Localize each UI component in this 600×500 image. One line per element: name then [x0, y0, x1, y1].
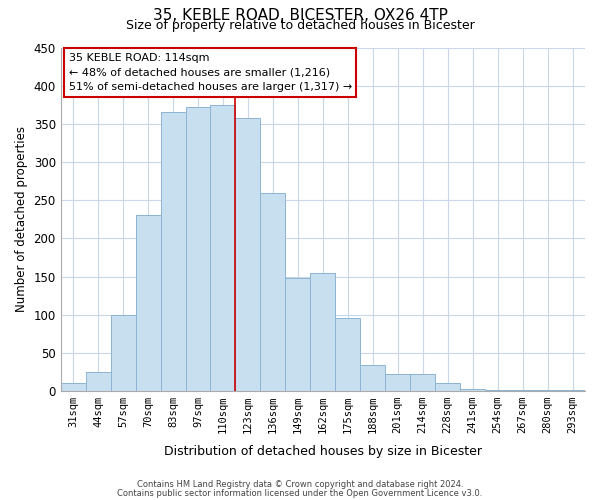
Bar: [161, 112, 185, 391]
Text: 35 KEBLE ROAD: 114sqm
← 48% of detached houses are smaller (1,216)
51% of semi-d: 35 KEBLE ROAD: 114sqm ← 48% of detached …: [68, 52, 352, 92]
Bar: [110, 314, 136, 391]
Bar: [485, 390, 510, 391]
Bar: [185, 107, 211, 391]
Text: 35, KEBLE ROAD, BICESTER, OX26 4TP: 35, KEBLE ROAD, BICESTER, OX26 4TP: [152, 8, 448, 22]
Text: Size of property relative to detached houses in Bicester: Size of property relative to detached ho…: [125, 18, 475, 32]
Bar: [560, 390, 585, 391]
Bar: [335, 318, 360, 391]
Bar: [385, 374, 410, 391]
Text: Contains public sector information licensed under the Open Government Licence v3: Contains public sector information licen…: [118, 488, 482, 498]
Bar: [286, 278, 310, 391]
Bar: [86, 372, 110, 391]
Y-axis label: Number of detached properties: Number of detached properties: [15, 126, 28, 312]
Bar: [435, 382, 460, 391]
Bar: [360, 365, 385, 391]
X-axis label: Distribution of detached houses by size in Bicester: Distribution of detached houses by size …: [164, 444, 482, 458]
Bar: [235, 118, 260, 391]
Bar: [460, 388, 485, 391]
Bar: [211, 105, 235, 391]
Bar: [410, 374, 435, 391]
Bar: [310, 272, 335, 391]
Bar: [510, 390, 535, 391]
Text: Contains HM Land Registry data © Crown copyright and database right 2024.: Contains HM Land Registry data © Crown c…: [137, 480, 463, 489]
Bar: [61, 384, 86, 391]
Bar: [260, 192, 286, 391]
Bar: [535, 390, 560, 391]
Bar: [136, 216, 161, 391]
